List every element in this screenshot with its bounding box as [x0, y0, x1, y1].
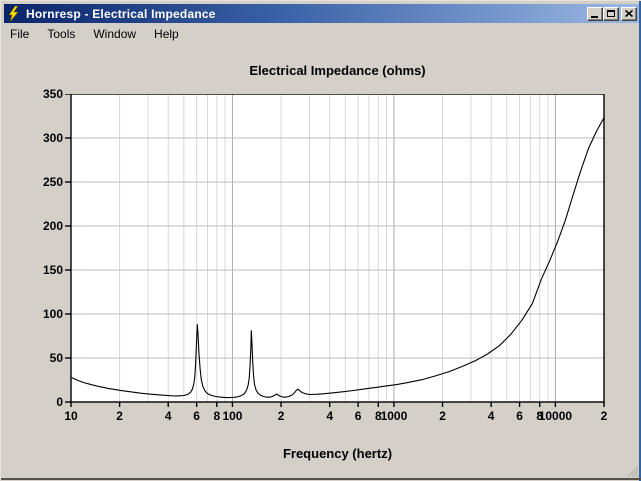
menu-item-help[interactable]: Help — [154, 27, 179, 41]
window-controls — [587, 6, 637, 21]
maximize-button[interactable] — [603, 6, 619, 21]
plot-background — [71, 94, 604, 402]
chart-title: Electrical Impedance (ohms) — [249, 63, 426, 78]
x-tick-label: 4 — [487, 409, 495, 423]
menu-item-tools[interactable]: Tools — [47, 27, 76, 41]
window-right-edge — [639, 1, 641, 481]
x-tick-label: 2 — [600, 409, 608, 423]
y-tick-label: 350 — [42, 87, 63, 101]
maximize-icon — [607, 10, 615, 17]
menu-bar: File Tools Window Help — [4, 25, 639, 43]
resize-grip[interactable] — [625, 464, 638, 477]
x-tick-label: 10000 — [538, 409, 573, 423]
window-bottom-edge — [1, 478, 641, 480]
plot-border — [70, 94, 605, 403]
y-tick-label: 0 — [56, 395, 63, 409]
menu-item-window[interactable]: Window — [93, 27, 137, 41]
x-tick-label: 8 — [374, 409, 382, 423]
x-tick-label: 100 — [222, 409, 243, 423]
window-title: Hornresp - Electrical Impedance — [26, 6, 216, 21]
x-tick-label: 10 — [64, 409, 78, 423]
y-tick-label: 200 — [42, 219, 63, 233]
y-tick-label: 250 — [42, 175, 63, 189]
y-tick-label: 150 — [42, 263, 63, 277]
close-icon — [625, 10, 633, 17]
x-tick-label: 8 — [213, 409, 221, 423]
y-tick-label: 50 — [49, 351, 63, 365]
x-tick-label: 6 — [354, 409, 362, 423]
x-tick-label: 6 — [193, 409, 200, 423]
y-tick-label: 300 — [42, 131, 63, 145]
x-tick-label: 1000 — [380, 409, 408, 423]
x-axis-title: Frequency (hertz) — [282, 446, 393, 461]
impedance-curve — [70, 117, 605, 399]
title-bar: Hornresp - Electrical Impedance — [4, 4, 639, 23]
menu-item-file[interactable]: File — [10, 27, 30, 41]
x-tick-label: 2 — [116, 409, 123, 423]
lightning-bolt-icon — [8, 5, 19, 22]
minimize-button[interactable] — [587, 6, 603, 21]
x-tick-label: 4 — [326, 409, 334, 423]
y-tick-label: 100 — [42, 307, 63, 321]
minimize-icon — [591, 15, 598, 18]
x-tick-label: 8 — [536, 409, 544, 423]
plot-area — [65, 94, 605, 407]
x-tick-label: 2 — [277, 409, 285, 423]
close-button[interactable] — [621, 6, 637, 21]
x-tick-label: 2 — [439, 409, 446, 423]
x-tick-label: 4 — [164, 409, 172, 423]
x-tick-label: 6 — [516, 409, 523, 423]
